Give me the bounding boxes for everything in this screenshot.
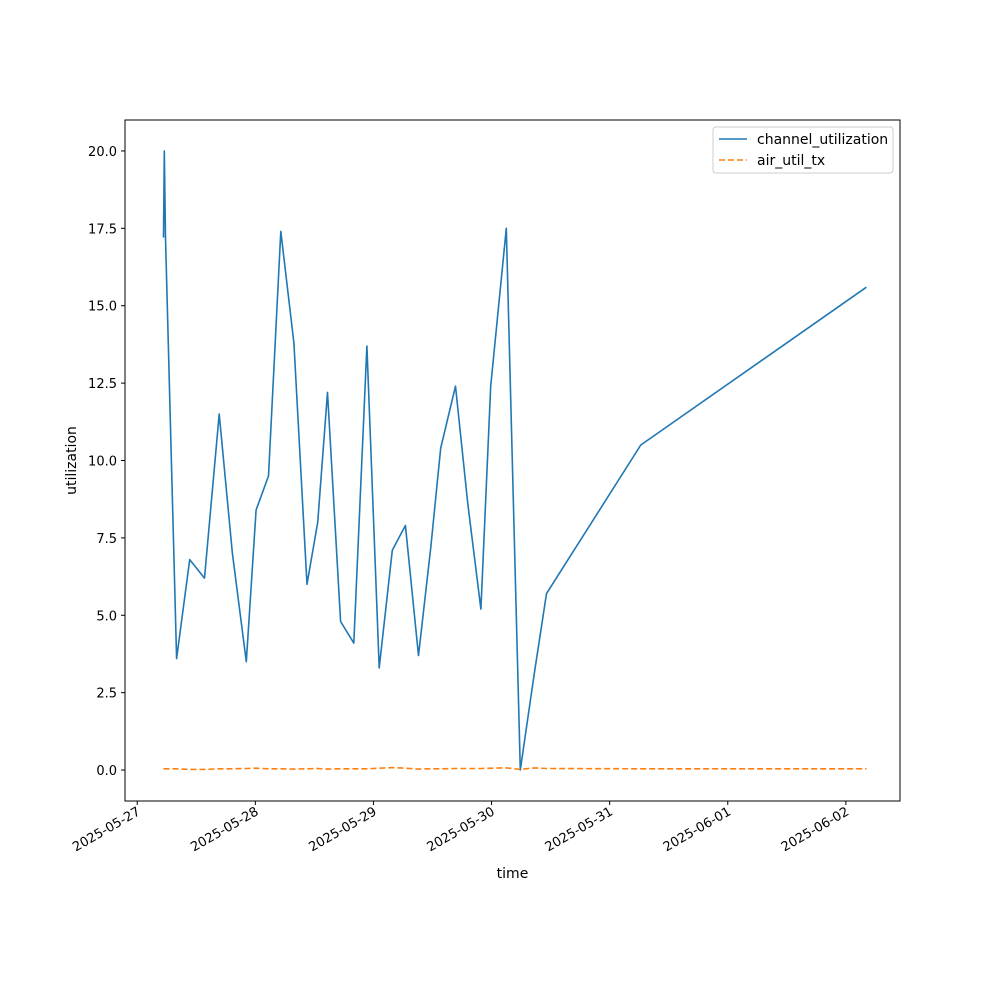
legend-box (712, 126, 894, 174)
y-tick-label: 2.5 (96, 687, 117, 702)
y-tick-label: 17.5 (88, 222, 117, 237)
y-tick-label: 15.0 (88, 300, 117, 315)
plot-frame (124, 119, 901, 802)
y-tick-label: 10.0 (88, 455, 117, 470)
y-tick-label: 12.5 (88, 377, 117, 392)
plot-lines (162, 150, 867, 771)
y-axis: 0.0 2.5 5.0 7.5 10.0 12.5 15.0 17.5 20.0 (88, 145, 125, 779)
y-tick-label: 7.5 (96, 532, 117, 547)
y-axis-label: utilization (64, 426, 80, 495)
legend-label-channel-utilization: channel_utilization (757, 132, 888, 148)
series-line-air-util-tx (163, 766, 867, 771)
x-axis-label: time (497, 866, 529, 882)
y-tick-label: 20.0 (88, 145, 117, 160)
series-line-channel-utilization (162, 150, 867, 771)
y-tick-label: 0.0 (96, 764, 117, 779)
legend-label-air-util-tx: air_util_tx (757, 153, 825, 169)
legend: channel_utilization air_util_tx (712, 126, 894, 174)
y-tick-label: 5.0 (96, 609, 117, 624)
